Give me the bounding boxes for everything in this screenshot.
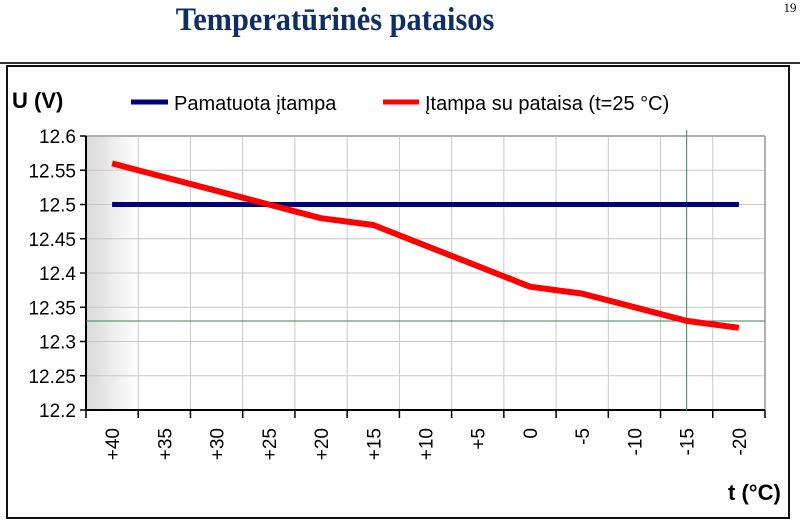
x-axis-label: t (°C) [728, 480, 781, 505]
x-tick-label: +15 [364, 428, 385, 460]
y-tick-label: 12.25 [28, 367, 76, 388]
slide-title: Temperatūrinės pataisos [175, 2, 495, 38]
x-tick-label: +5 [469, 428, 490, 450]
y-tick-label: 12.3 [39, 333, 76, 354]
y-tick-label: 12.55 [28, 161, 76, 182]
x-tick-label: +40 [103, 428, 124, 460]
plot-area: 12.6 12.55 12.5 12.45 12.4 12.35 12.3 12.25 12.2… [28, 127, 766, 460]
y-tick-label: 12.2 [39, 401, 76, 422]
y-axis-label: U (V) [12, 88, 63, 113]
page-number: 19 [783, 0, 797, 15]
x-tick-label: -15 [678, 428, 699, 455]
legend-label-corrected: Įtampa su pataisa (t=25 °C) [425, 93, 669, 115]
x-tick-label: +30 [208, 428, 229, 460]
title-divider [0, 62, 800, 64]
x-tick-label: +35 [155, 428, 176, 460]
y-tick-label: 12.6 [39, 127, 76, 148]
x-tick-label: +25 [260, 428, 281, 460]
x-tick-label: -20 [730, 428, 751, 455]
legend: Pamatuota įtampa Įtampa su pataisa (t=25… [131, 93, 669, 115]
y-tick-label: 12.5 [39, 196, 76, 217]
x-tick-label: +10 [417, 428, 438, 460]
x-tick-label: 0 [521, 428, 542, 439]
x-tick-label: -5 [573, 428, 594, 445]
x-tick-label: -10 [625, 428, 646, 455]
y-tick-label: 12.4 [39, 264, 76, 285]
y-tick-label: 12.45 [28, 230, 76, 251]
y-tick-label: 12.35 [28, 298, 76, 319]
x-tick-label: +20 [312, 428, 333, 460]
legend-label-measured: Pamatuota įtampa [174, 93, 337, 115]
